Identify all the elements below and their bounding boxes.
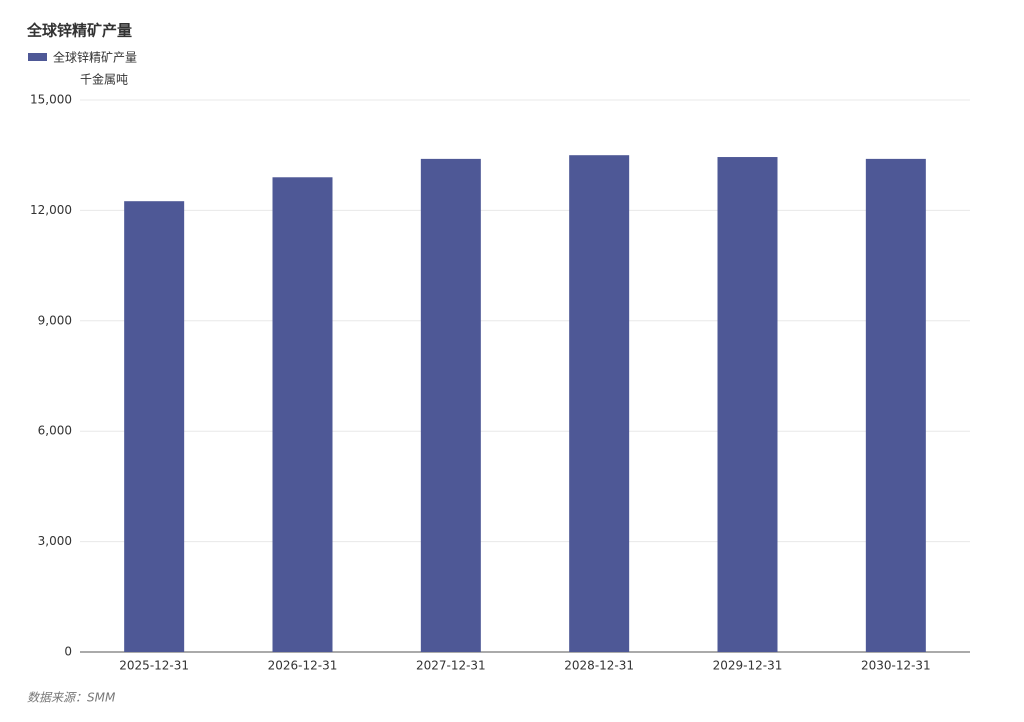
y-tick-label: 6,000 bbox=[38, 424, 72, 438]
legend-swatch bbox=[28, 53, 47, 61]
y-axis-label: 千金属吨 bbox=[80, 72, 128, 87]
bar bbox=[865, 158, 926, 652]
x-tick-label: 2030-12-31 bbox=[861, 659, 931, 673]
y-tick-label: 15,000 bbox=[30, 93, 72, 107]
bar bbox=[717, 157, 778, 653]
bar bbox=[569, 155, 630, 652]
y-tick-label: 9,000 bbox=[38, 313, 72, 327]
bar bbox=[124, 201, 185, 652]
y-tick-label: 0 bbox=[64, 645, 72, 659]
x-tick-label: 2028-12-31 bbox=[564, 659, 634, 673]
chart-title: 全球锌精矿产量 bbox=[26, 22, 132, 40]
x-tick-label: 2029-12-31 bbox=[713, 659, 783, 673]
bar bbox=[420, 158, 481, 652]
x-tick-label: 2026-12-31 bbox=[268, 659, 338, 673]
legend-label: 全球锌精矿产量 bbox=[53, 50, 137, 65]
source-note: 数据来源：SMM bbox=[27, 691, 116, 705]
bar bbox=[272, 177, 333, 652]
y-tick-label: 12,000 bbox=[30, 203, 72, 217]
x-tick-label: 2025-12-31 bbox=[119, 659, 189, 673]
x-tick-label: 2027-12-31 bbox=[416, 659, 486, 673]
y-tick-label: 3,000 bbox=[38, 534, 72, 548]
